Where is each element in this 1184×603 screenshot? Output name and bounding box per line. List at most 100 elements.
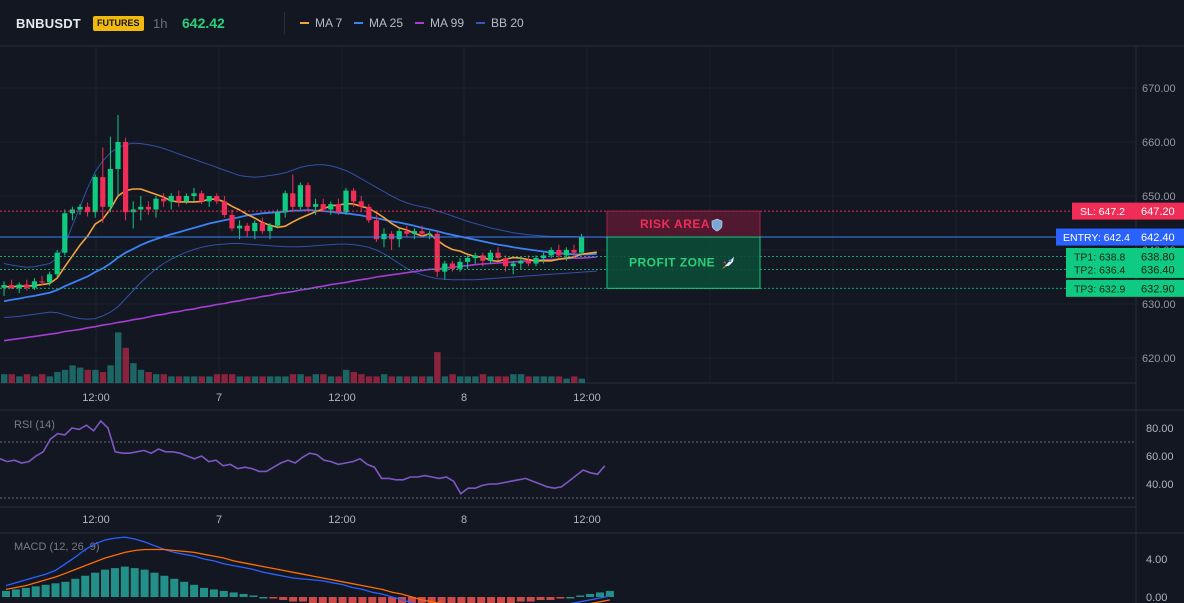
volume-bar [282,376,289,383]
volume-bar [153,374,160,383]
macd-hist-bar [457,597,466,603]
candle-body [449,263,455,269]
volume-bar [464,376,471,383]
tp3-label-group[interactable]: TP3: 632.9 632.90 [1066,279,1184,297]
volume-bar [426,376,433,383]
macd-hist-bar [91,572,100,597]
macd-hist-bar [11,589,20,597]
volume-bar [198,376,205,383]
macd-hist-bar [61,581,70,597]
macd-hist-bar [219,590,228,597]
candle-body [495,252,501,259]
candle-body [100,177,106,207]
macd-hist-bar [358,597,367,603]
timeframe-label[interactable]: 1h [153,16,168,31]
price-axis[interactable]: 670.00 660.00 650.00 640.00 630.00 620.0… [1142,83,1176,365]
legend-ma25[interactable]: MA 25 [354,16,403,30]
volume-bar [31,376,38,383]
macd-hist-bar [506,597,515,603]
candle-body [351,190,357,202]
macd-hist-bar [31,586,40,597]
volume-bar [381,374,388,383]
candle-body [259,223,265,232]
macd-hist-bar [536,597,545,601]
volume-bar [61,369,69,383]
volume-bar [175,376,183,383]
candle-body [297,185,303,207]
macd-hist-bar [338,597,347,603]
candle-body [145,206,151,210]
volume-bar [510,374,517,383]
entry-label-group[interactable]: ENTRY: 642.4 642.40 [1056,228,1184,246]
candle-body [206,196,212,202]
macd-hist-bar [51,583,60,597]
profit-zone[interactable]: PROFIT ZONE [606,236,761,289]
ma99-swatch [415,22,424,24]
price-tick: 620.00 [1142,353,1176,365]
sl-label-group[interactable]: SL: 647.2 647.20 [1072,202,1184,220]
tp2-label: TP2: 636.4 [1074,264,1126,276]
macd-pane[interactable]: MACD (12, 26, 9) 4.00 0.00 [2,536,1167,603]
volume-bar [206,376,213,383]
volume-bar [221,374,228,383]
volume-bar [320,374,327,383]
legend-ma7[interactable]: MA 7 [300,16,342,30]
macd-hist-bar [348,597,357,603]
signal-line [5,548,611,603]
candle-body [510,263,516,267]
volume-bar [502,376,509,383]
macd-hist-bar [21,587,30,597]
macd-hist-bar [160,575,169,597]
volume-bar [191,376,198,383]
candle-body [168,196,174,202]
volume-bar [77,367,84,383]
candle-body [138,206,144,210]
macd-hist-bar [467,597,476,603]
volume-bar [419,376,426,383]
risk-area-label: RISK AREA [640,217,710,231]
bollinger-bands [3,142,597,320]
legend-bb20[interactable]: BB 20 [476,16,524,30]
legend-ma99[interactable]: MA 99 [415,16,464,30]
candle-body [39,281,45,283]
risk-zone[interactable]: RISK AREA [606,210,761,238]
time-tick: 8 [461,392,467,404]
tp2-label-group[interactable]: TP2: 636.4 636.40 [1066,260,1184,278]
price-tick: 670.00 [1142,83,1176,95]
time-axis[interactable]: 12:00 7 12:00 8 12:00 [82,392,601,404]
macd-hist-bar [239,593,248,597]
volume-bar [244,376,251,383]
candle-body [320,204,326,210]
macd-hist-bar [556,597,565,599]
profit-zone-box[interactable] [606,236,761,289]
volume-bar [479,374,487,383]
candle-body [214,196,220,202]
tp1-label-group[interactable]: TP1: 638.8 638.80 [1066,247,1184,265]
candle-body [107,169,113,207]
macd-hist-bar [140,569,149,597]
symbol-label[interactable]: BNBUSDT [16,16,81,31]
candle-body [9,285,15,289]
volume-bar [525,376,532,383]
candle-body [77,206,83,210]
candle-body [328,204,334,210]
risk-area-box[interactable] [606,210,761,238]
macd-hist-bar [477,597,486,603]
volume-bar [122,347,129,383]
candle-body [381,233,387,240]
legend-ma7-label: MA 7 [315,16,343,30]
volume-bar [99,372,107,383]
candle-body [176,196,182,202]
header-divider [284,12,285,34]
macd-hist-bar [120,566,129,597]
candle-body [548,250,554,256]
volume-bar [168,376,175,383]
volume-bar [297,374,304,383]
rsi-title: RSI (14) [14,419,55,431]
rsi-pane[interactable]: RSI (14) 80.00 60.00 40.00 [0,419,1174,499]
macd-hist-bar [81,575,90,597]
time-axis-2[interactable]: 12:00 7 12:00 8 12:00 [82,514,601,526]
price-tick: 630.00 [1142,299,1176,311]
